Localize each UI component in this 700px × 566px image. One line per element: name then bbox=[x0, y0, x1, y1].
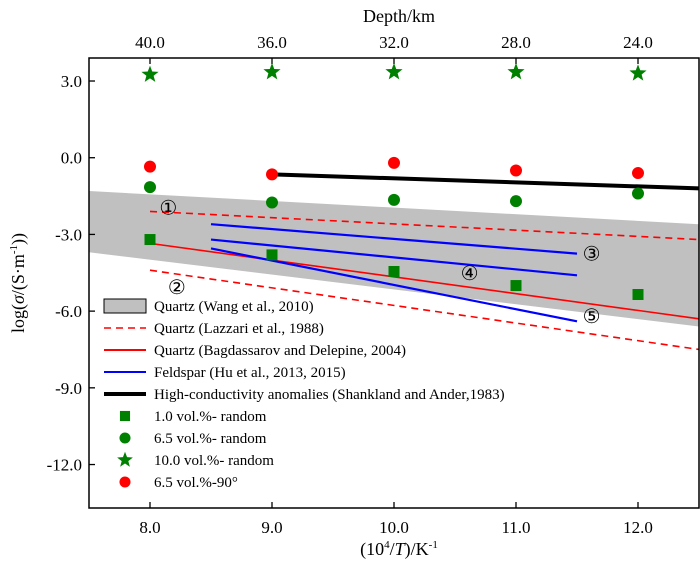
data-point-s2-2 bbox=[266, 196, 278, 209]
series-line-1 bbox=[149, 210, 700, 241]
axes: 8.0 9.0 10.0 11.0 12.0 40.0 36.0 32.0 28.0 24.0 3.… bbox=[47, 33, 700, 537]
data-point-s2-4 bbox=[510, 195, 522, 208]
data-point-s3-2 bbox=[263, 63, 281, 80]
legend-label-9: 6.5 vol.%-90° bbox=[154, 475, 238, 491]
legend-item-9: 6.5 vol.%-90° bbox=[119, 475, 238, 491]
legend-item-1: Quartz (Wang et al., 2010) bbox=[103, 298, 314, 315]
x-tick-label-1: 8.0 bbox=[139, 518, 160, 537]
data-point-s1-3 bbox=[388, 265, 400, 277]
y-axis-title: log(σ/(S·m-1)) bbox=[8, 233, 29, 333]
top-tick-label-3: 32.0 bbox=[379, 33, 409, 52]
data-point-s2-5 bbox=[632, 187, 644, 200]
legend-swatch-star bbox=[117, 451, 133, 467]
data-point-s3-3 bbox=[385, 63, 403, 80]
data-point-s1-1 bbox=[144, 234, 156, 246]
band-layer bbox=[89, 191, 699, 327]
annotation-label-4: ④ bbox=[461, 263, 479, 285]
points-layer bbox=[141, 63, 647, 301]
y-tick-label-2: 0.0 bbox=[61, 149, 82, 168]
annotation-label-3: ③ bbox=[583, 244, 601, 266]
top-tick-label-2: 36.0 bbox=[257, 33, 287, 52]
legend-label-3: Quartz (Bagdassarov and Delepine, 2004) bbox=[154, 343, 406, 359]
legend-swatch-square bbox=[119, 410, 131, 422]
data-point-s2-3 bbox=[388, 193, 400, 206]
y-tick-label-5: -9.0 bbox=[55, 379, 82, 398]
y-tick-label-1: 3.0 bbox=[61, 72, 82, 91]
y-tick-label-3: -3.0 bbox=[55, 225, 82, 244]
data-point-s2-1 bbox=[144, 181, 156, 194]
x-tick-label-5: 12.0 bbox=[623, 518, 653, 537]
data-point-s1-5 bbox=[632, 289, 644, 301]
top-tick-label-1: 40.0 bbox=[135, 33, 165, 52]
x-tick-label-2: 9.0 bbox=[261, 518, 282, 537]
x-axis-title: (104/T)/K-1 bbox=[360, 539, 438, 560]
legend: Quartz (Wang et al., 2010) Quartz (Lazzar… bbox=[103, 298, 505, 491]
data-point-s3-4 bbox=[507, 63, 525, 80]
legend-label-4: Feldspar (Hu et al., 2013, 2015) bbox=[154, 365, 346, 381]
data-point-s4-4 bbox=[510, 164, 522, 177]
legend-item-2: Quartz (Lazzari et al., 1988) bbox=[104, 321, 324, 337]
data-point-s4-2 bbox=[266, 168, 278, 181]
data-point-s3-1 bbox=[141, 65, 159, 82]
quartz-wang-band bbox=[89, 191, 699, 327]
data-point-s3-5 bbox=[629, 64, 647, 81]
legend-label-5: High-conductivity anomalies (Shankland a… bbox=[154, 387, 505, 403]
y-tick-label-6: -12.0 bbox=[47, 456, 82, 475]
legend-item-3: Quartz (Bagdassarov and Delepine, 2004) bbox=[104, 343, 406, 359]
x-tick-label-3: 10.0 bbox=[379, 518, 409, 537]
series-line-6 bbox=[210, 247, 578, 323]
top-tick-label-5: 24.0 bbox=[623, 33, 653, 52]
data-point-s1-2 bbox=[266, 249, 278, 261]
annotation-label-1: ① bbox=[159, 198, 177, 220]
data-point-s1-4 bbox=[510, 280, 522, 292]
series-line-4 bbox=[210, 223, 578, 255]
y-tick-label-4: -6.0 bbox=[55, 302, 82, 321]
legend-swatch-circle bbox=[119, 476, 131, 488]
annotations: ① ② ③ ④ ⑤ bbox=[159, 198, 600, 329]
data-point-s4-3 bbox=[388, 156, 400, 169]
legend-label-6: 1.0 vol.%- random bbox=[154, 409, 267, 425]
series-line-5 bbox=[210, 238, 578, 277]
top-axis-title: Depth/km bbox=[363, 6, 435, 26]
data-point-s4-1 bbox=[144, 160, 156, 173]
data-point-s4-5 bbox=[632, 167, 644, 180]
series-line-7 bbox=[271, 172, 700, 191]
annotation-label-5: ⑤ bbox=[583, 306, 601, 328]
legend-item-5: High-conductivity anomalies (Shankland a… bbox=[104, 387, 505, 403]
top-tick-label-4: 28.0 bbox=[501, 33, 531, 52]
series-line-2 bbox=[149, 269, 700, 351]
legend-item-8: 10.0 vol.%- random bbox=[117, 451, 274, 469]
legend-label-2: Quartz (Lazzari et al., 1988) bbox=[154, 321, 324, 337]
lines-layer bbox=[149, 172, 700, 351]
legend-label-7: 6.5 vol.%- random bbox=[154, 431, 267, 447]
legend-swatch-band bbox=[103, 298, 147, 314]
legend-label-1: Quartz (Wang et al., 2010) bbox=[154, 299, 314, 315]
legend-item-6: 1.0 vol.%- random bbox=[119, 409, 267, 425]
legend-swatch-circle bbox=[119, 432, 131, 444]
series-line-3 bbox=[149, 242, 700, 320]
legend-label-8: 10.0 vol.%- random bbox=[154, 453, 274, 469]
legend-item-7: 6.5 vol.%- random bbox=[119, 431, 267, 447]
x-tick-label-4: 11.0 bbox=[501, 518, 530, 537]
legend-item-4: Feldspar (Hu et al., 2013, 2015) bbox=[104, 365, 346, 381]
annotation-label-2: ② bbox=[168, 277, 186, 299]
